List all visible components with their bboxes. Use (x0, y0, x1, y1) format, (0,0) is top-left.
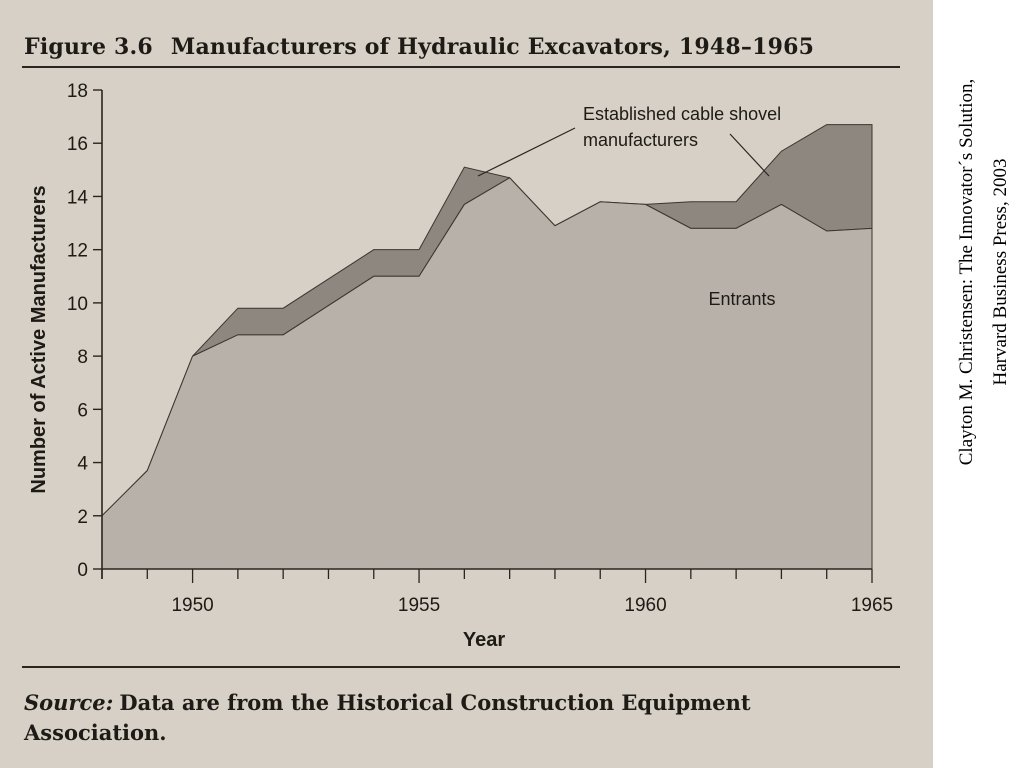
y-tick-label: 6 (77, 400, 88, 421)
annotation-established-line: Established cable shovel (583, 104, 781, 124)
x-tick-label: 1960 (624, 595, 666, 616)
title-rule (22, 66, 900, 68)
y-tick-label: 4 (77, 454, 88, 475)
y-tick-label: 2 (77, 507, 88, 528)
annotation-established-line: manufacturers (583, 130, 698, 150)
figure-title-text: Manufacturers of Hydraulic Excavators, 1… (170, 34, 815, 60)
side-citation: Clayton M. Christensen: The Innovator´s … (952, 10, 1016, 535)
x-tick-label: 1950 (171, 595, 213, 616)
annotation-leader-right (729, 133, 770, 177)
x-tick-label: 1955 (398, 595, 440, 616)
y-tick-label: 18 (67, 81, 88, 102)
source-note: Source: Data are from the Historical Cons… (24, 688, 884, 748)
x-tick-label: 1965 (851, 595, 893, 616)
figure-number: Figure 3.6 (24, 34, 153, 60)
x-axis-title: Year (463, 629, 505, 651)
y-axis-title: Number of Active Manufacturers (28, 185, 50, 493)
source-rule (22, 666, 900, 668)
y-tick-label: 14 (67, 187, 89, 208)
citation-line-1: Clayton M. Christensen: The Innovator´s … (956, 78, 977, 466)
entrants-area (101, 177, 873, 570)
scanned-figure-page: Figure 3.6 Manufacturers of Hydraulic Exc… (0, 0, 933, 768)
citation-line-2: Harvard Business Press, 2003 (990, 158, 1011, 386)
excavator-area-chart: 0 2 4 6 8 10 12 14 16 18 1950 1955 1960 1965 Year Numb… (28, 81, 893, 651)
figure-title: Figure 3.6 Manufacturers of Hydraulic Exc… (24, 34, 814, 60)
annotation-entrants: Entrants (708, 289, 775, 309)
y-tick-label: 0 (77, 560, 88, 581)
source-text: Data are from the Historical Constructio… (24, 690, 751, 745)
y-tick-label: 8 (77, 347, 88, 368)
source-label: Source: (24, 690, 114, 715)
y-tick-label: 10 (67, 294, 88, 315)
annotation-leader-left (477, 127, 576, 177)
y-tick-label: 12 (67, 241, 88, 262)
y-tick-label: 16 (67, 134, 88, 155)
